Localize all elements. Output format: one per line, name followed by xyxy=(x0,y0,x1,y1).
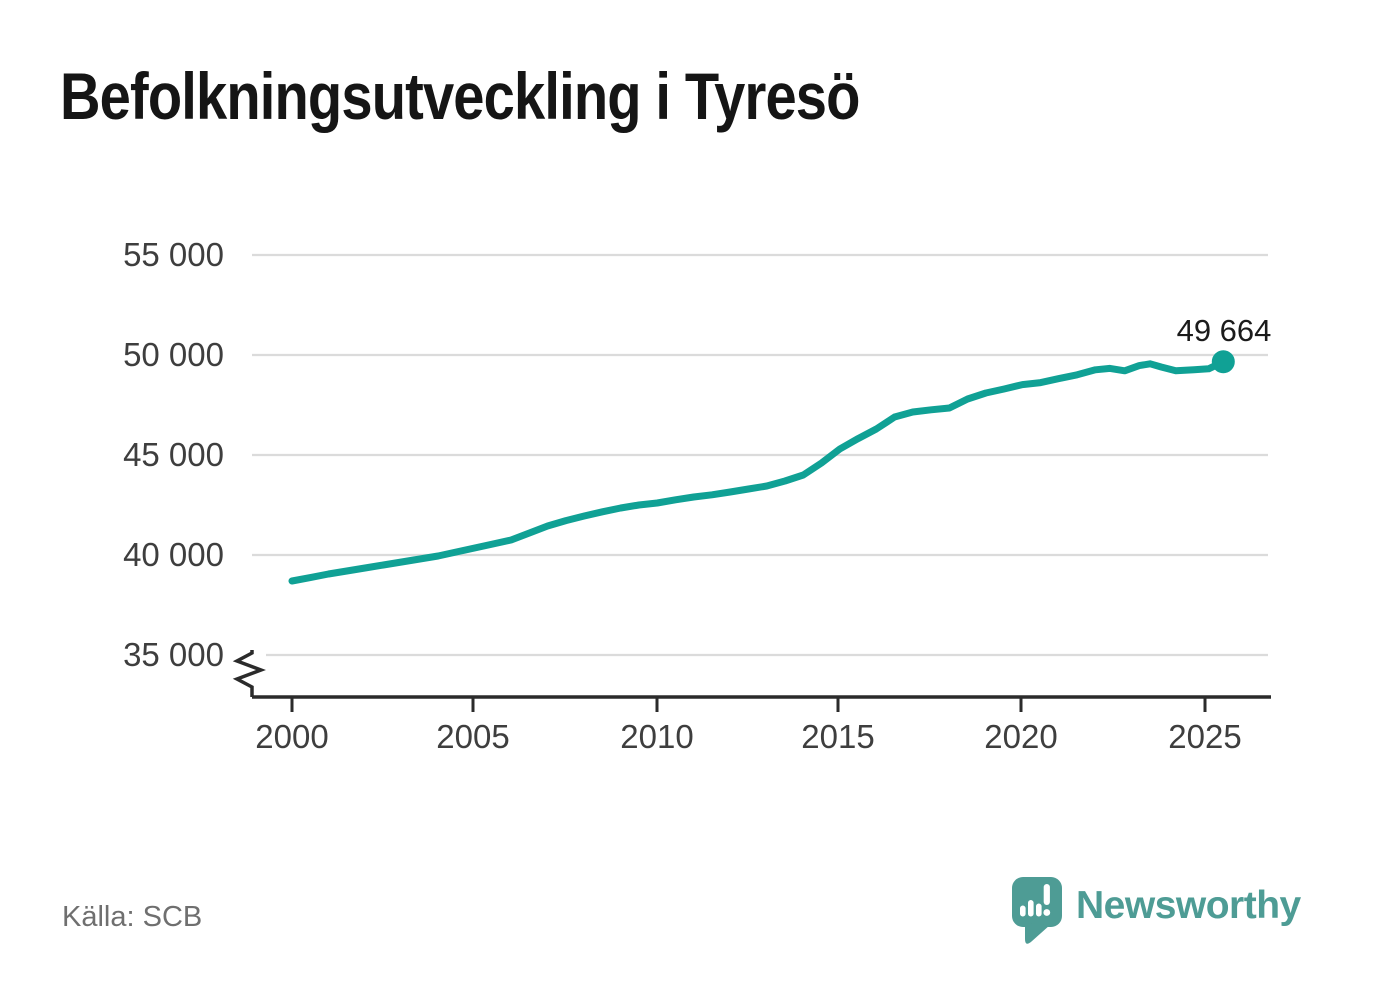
page-title: Befolkningsutveckling i Tyresö xyxy=(60,59,860,133)
y-axis-break-icon xyxy=(232,650,266,697)
y-tick-label-40000: 40 000 xyxy=(123,536,224,573)
x-tick-label-2025: 2025 xyxy=(1168,718,1242,755)
x-tick-label-2015: 2015 xyxy=(801,718,875,755)
newsworthy-speech-bubble-barchart-icon xyxy=(1012,877,1062,944)
newsworthy-logo: Newsworthy xyxy=(1012,877,1301,955)
last-data-point-marker xyxy=(1211,350,1235,374)
y-tick-label-35000: 35 000 xyxy=(123,636,224,673)
newsworthy-wordmark: Newsworthy xyxy=(1076,884,1301,927)
x-tick-label-2005: 2005 xyxy=(436,718,510,755)
y-tick-label-55000: 55 000 xyxy=(123,236,224,273)
source-note: Källa: SCB xyxy=(62,901,203,933)
y-tick-label-45000: 45 000 xyxy=(123,436,224,473)
y-tick-label-50000: 50 000 xyxy=(123,336,224,373)
last-value-annotation: 49 664 xyxy=(1176,313,1272,348)
x-tick-label-2010: 2010 xyxy=(620,718,694,755)
population-line-series xyxy=(288,358,1227,585)
x-tick-label-2020: 2020 xyxy=(984,718,1058,755)
x-tick-label-2000: 2000 xyxy=(255,718,329,755)
